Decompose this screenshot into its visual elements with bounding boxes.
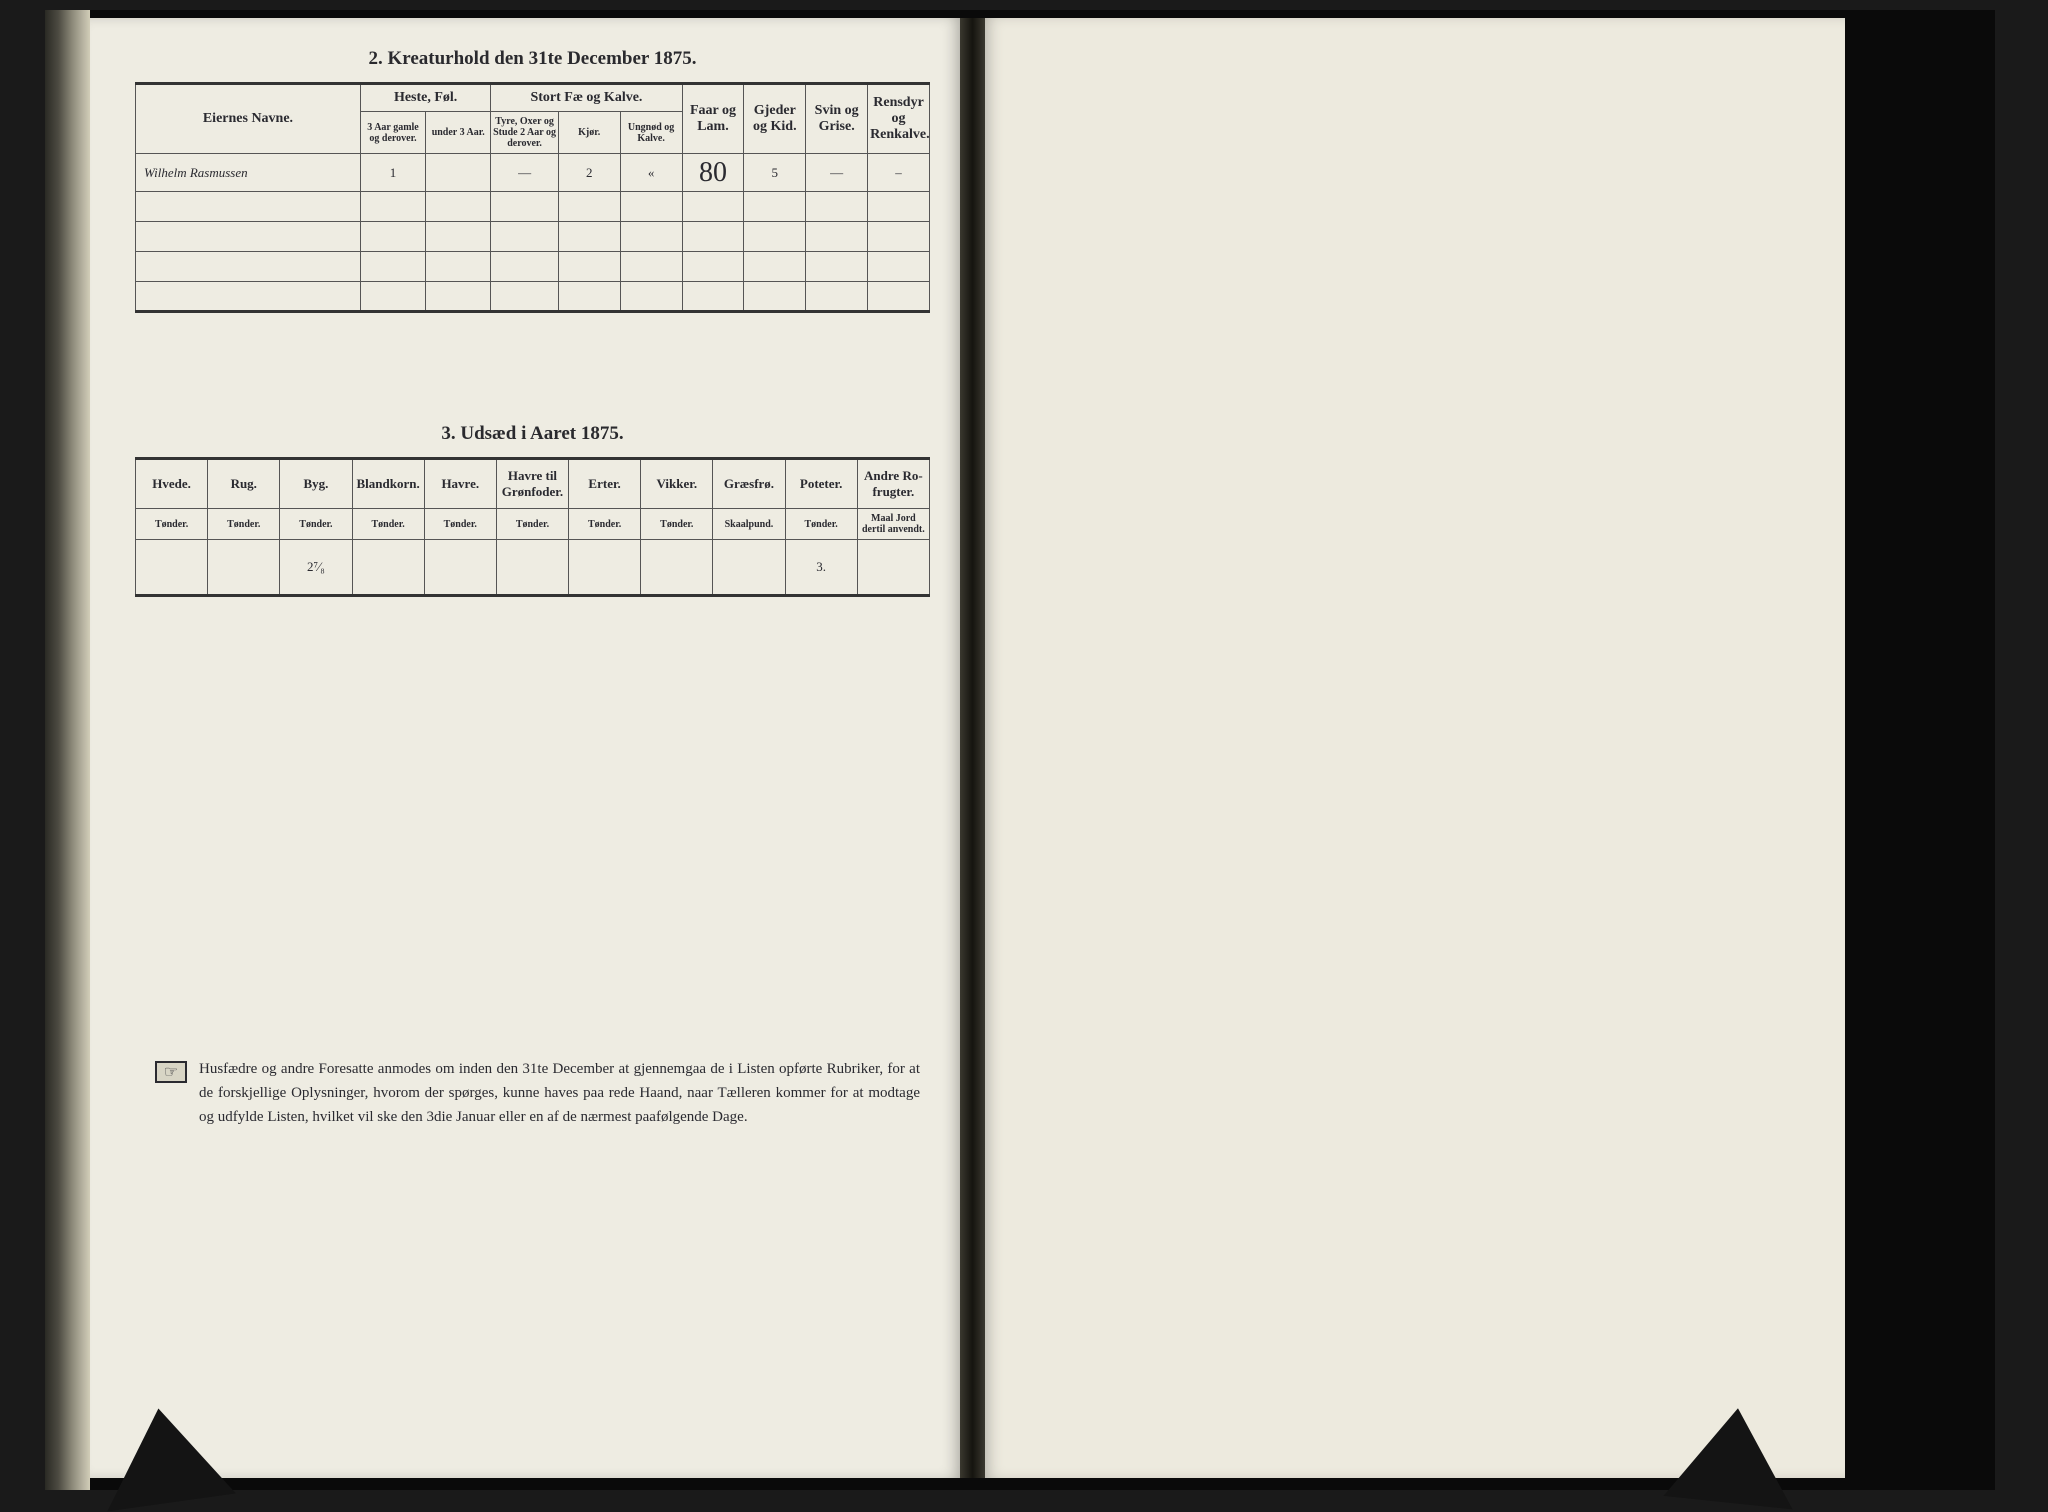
kreaturhold-table: Eiernes Navne. Heste, Føl. Stort Fæ og K… [135,82,930,313]
cell-rug [208,540,280,596]
udsaed-table: Hvede. Rug. Byg. Blandkorn. Havre. Havre… [135,457,930,597]
cell-andre [857,540,929,596]
col-sf-sub3: Ungnød og Kalve. [620,112,682,154]
table-row [136,252,930,282]
cell-hvede [136,540,208,596]
col-byg: Byg. [280,459,352,509]
book-spine [45,10,90,1490]
col-heste: Heste, Føl. [360,84,490,112]
book-wrapper: 2. Kreaturhold den 31te December 1875. E… [45,10,1995,1490]
footnote: ☞ Husfædre og andre Foresatte anmodes om… [135,1057,930,1129]
cell-havre [424,540,496,596]
cell-bland [352,540,424,596]
unit-andre: Maal Jord dertil anvendt. [857,509,929,540]
col-svin: Svin og Grise. [806,84,868,154]
cell-gjeder: 5 [744,154,806,192]
cell-sf2: 2 [558,154,620,192]
unit-hvede: Tønder. [136,509,208,540]
col-sf-sub2: Kjør. [558,112,620,154]
cell-name: Wilhelm Rasmussen [136,154,361,192]
unit-bland: Tønder. [352,509,424,540]
unit-vikker: Tønder. [641,509,713,540]
section2-title: 2. Kreaturhold den 31te December 1875. [135,48,930,70]
cell-havregron [496,540,568,596]
section3-title: 3. Udsæd i Aaret 1875. [135,423,930,445]
col-graes: Græsfrø. [713,459,785,509]
col-rug: Rug. [208,459,280,509]
cell-svin: — [806,154,868,192]
col-rensdyr: Rensdyr og Renkalve. [868,84,930,154]
unit-rug: Tønder. [208,509,280,540]
unit-havre: Tønder. [424,509,496,540]
unit-havregron: Tønder. [496,509,568,540]
cell-vikker [641,540,713,596]
cell-heste2 [426,154,491,192]
col-name: Eiernes Navne. [136,84,361,154]
left-page: 2. Kreaturhold den 31te December 1875. E… [90,18,960,1478]
col-heste-sub1: 3 Aar gamle og derover. [360,112,425,154]
right-edge [1845,10,1995,1490]
col-hvede: Hvede. [136,459,208,509]
cell-rensdyr: – [868,154,930,192]
cell-sf3: « [620,154,682,192]
col-poteter: Poteter. [785,459,857,509]
col-andre: Andre Ro-frugter. [857,459,929,509]
right-page [985,18,1845,1478]
cell-heste1: 1 [360,154,425,192]
footnote-text: Husfædre og andre Foresatte anmodes om i… [199,1057,920,1129]
cell-erter [569,540,641,596]
col-vikker: Vikker. [641,459,713,509]
book-gutter [960,18,985,1478]
unit-erter: Tønder. [569,509,641,540]
col-stortfae: Stort Fæ og Kalve. [491,84,682,112]
table-row [136,282,930,312]
unit-byg: Tønder. [280,509,352,540]
cell-poteter: 3. [785,540,857,596]
unit-poteter: Tønder. [785,509,857,540]
cell-sf1: — [491,154,558,192]
unit-graes: Skaalpund. [713,509,785,540]
col-havre: Havre. [424,459,496,509]
cell-faar: 80 [682,154,744,192]
cell-byg: 2⁷⁄₈ [280,540,352,596]
col-heste-sub2: under 3 Aar. [426,112,491,154]
col-bland: Blandkorn. [352,459,424,509]
pointing-hand-icon: ☞ [155,1061,187,1083]
col-sf-sub1: Tyre, Oxer og Stude 2 Aar og derover. [491,112,558,154]
col-erter: Erter. [569,459,641,509]
table-row [136,222,930,252]
table-row [136,192,930,222]
col-havregron: Havre til Grønfoder. [496,459,568,509]
table-row: 2⁷⁄₈ 3. [136,540,930,596]
cell-graes [713,540,785,596]
table-row: Wilhelm Rasmussen 1 — 2 « 80 5 — – [136,154,930,192]
col-faar: Faar og Lam. [682,84,744,154]
col-gjeder: Gjeder og Kid. [744,84,806,154]
